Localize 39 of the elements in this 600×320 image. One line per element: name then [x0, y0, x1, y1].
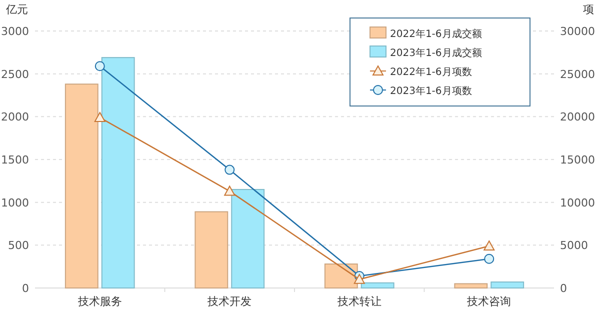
y-tick-label: 1500	[1, 154, 29, 166]
y2-tick-label: 5000	[560, 239, 588, 252]
x-tick-label: 技术开发	[206, 295, 252, 308]
bar	[324, 264, 358, 288]
bar	[231, 188, 265, 288]
point	[484, 240, 495, 251]
y-axis-title: 亿元	[5, 3, 28, 16]
bar	[360, 282, 394, 288]
y2-tick-label: 30000	[560, 25, 595, 38]
bar	[194, 211, 228, 288]
bar	[101, 57, 135, 288]
y-tick-label: 500	[8, 239, 29, 252]
bar	[490, 282, 524, 288]
y2-tick-label: 20000	[560, 110, 595, 124]
y2-tick-label: 0	[560, 282, 567, 295]
legend-label: 2023年1-6月成交额	[390, 47, 482, 59]
bar	[64, 84, 98, 288]
y-tick-label: 2500	[1, 68, 29, 81]
y2-tick-label: 15000	[560, 154, 595, 166]
point	[354, 274, 365, 284]
point	[224, 186, 236, 196]
point	[94, 61, 105, 72]
y-tick-label: 3000	[1, 25, 29, 38]
y-tick-label: 0	[22, 282, 29, 295]
y-tick-label: 1000	[1, 196, 29, 210]
legend-label: 2023年1-6月项数	[390, 85, 472, 97]
y2-axis-title: 项	[583, 3, 594, 16]
point	[94, 112, 106, 122]
y2-tick-label: 10000	[560, 196, 595, 210]
x-tick-label: 技术咨询	[466, 295, 512, 308]
y2-tick-label: 25000	[560, 68, 595, 81]
legend-label: 2022年1-6月项数	[390, 66, 472, 78]
point	[224, 164, 235, 175]
x-tick-label: 技术服务	[76, 295, 122, 308]
y-tick-label: 2000	[1, 110, 29, 124]
bar	[454, 283, 488, 288]
legend-label: 2022年1-6月成交额	[390, 28, 482, 40]
x-tick-label: 技术转让	[336, 295, 382, 308]
point	[484, 254, 494, 264]
